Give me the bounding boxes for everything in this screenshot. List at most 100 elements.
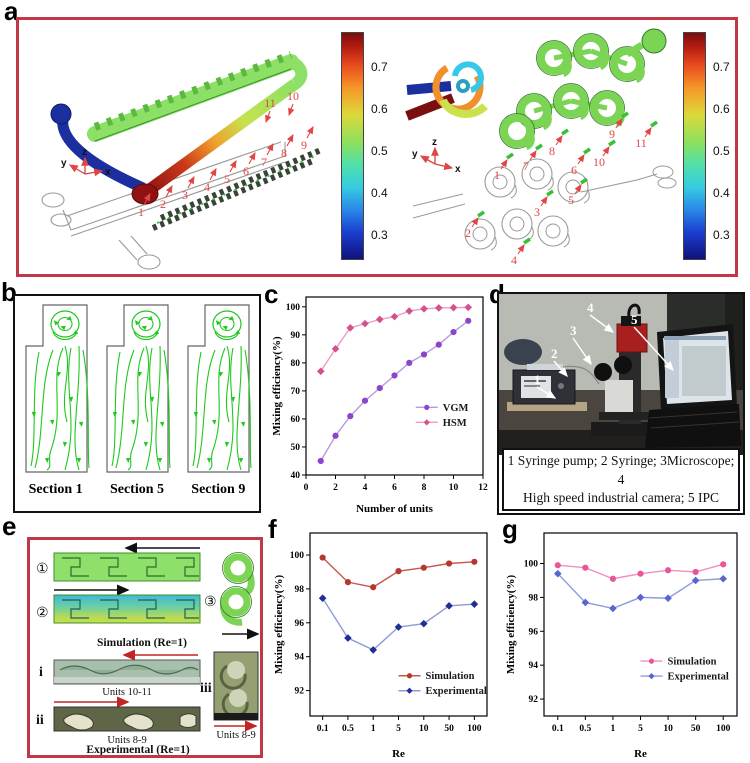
chart-svg-f: 92 94 96 98 100 0.1 0.5 1 5 10 50 100 Re Mixing effic… <box>273 532 488 760</box>
sim-strip-1 <box>53 552 201 582</box>
hsm-wire-ring <box>529 166 545 182</box>
data-point <box>719 574 728 583</box>
unit-link <box>590 48 628 67</box>
hsm-unit-ring <box>537 41 571 75</box>
x-axis-title: Number of units <box>356 503 434 515</box>
legend-label: Experimental <box>426 686 487 697</box>
cross-section-mark <box>546 189 554 197</box>
x-tick-label: 4 <box>363 483 368 493</box>
unit-pointer-arrow <box>266 143 274 156</box>
plot-frame <box>543 532 738 717</box>
unit-pointer-arrow <box>248 152 256 165</box>
cb-tick: 0.6 <box>713 102 730 116</box>
screen-image <box>682 346 726 396</box>
y-axis-title: Mixing efficiency(%) <box>271 336 283 436</box>
data-point <box>449 303 458 312</box>
photo-pointer-arrow <box>536 386 557 399</box>
y-axis-title: Mixing efficiency(%) <box>505 575 517 675</box>
hsm-wireframe-units <box>412 158 677 251</box>
data-point <box>370 584 377 591</box>
hsm-unit-outline <box>609 46 645 82</box>
vortex-arc <box>52 331 78 341</box>
data-point <box>420 351 428 358</box>
vgm-green-channel <box>87 54 299 142</box>
y-tick-label: 96 <box>295 619 305 629</box>
streamline <box>145 347 153 471</box>
data-point <box>648 673 655 680</box>
unit-number-label: 2 <box>465 226 471 240</box>
unit-number-label: 3 <box>534 205 540 219</box>
cb-tick: 0.5 <box>713 144 730 158</box>
hsm-unit-ring <box>590 91 624 125</box>
photo-pointer-arrow <box>572 337 592 366</box>
hsm-wire-ring <box>484 166 516 198</box>
photo-pointer-arrow <box>553 360 568 378</box>
y-tick-label: 96 <box>529 627 539 637</box>
hsm-green-units <box>499 28 667 151</box>
data-point <box>317 457 324 465</box>
x-tick-label: 0.1 <box>317 724 329 734</box>
chart-f: 92 94 96 98 100 0.1 0.5 1 5 10 50 100 Re Mixing effic… <box>272 521 496 763</box>
hsm-outlet-port <box>641 28 667 54</box>
data-point <box>390 312 399 321</box>
hsm-device-render: z y x 1 2 3 4 5 6 7 8 9 10 11 <box>405 28 677 267</box>
label-ii: ii <box>36 713 44 728</box>
unit-pointer-arrow <box>517 244 525 255</box>
eyepiece-left <box>594 363 612 381</box>
unit-pointer-arrow <box>187 176 195 189</box>
x-tick-label: 0.1 <box>552 724 564 734</box>
circled-1-marker: ① <box>36 560 49 576</box>
unit-pointer-arrow <box>265 110 272 124</box>
data-point <box>344 634 352 642</box>
data-point <box>553 569 562 578</box>
unit-number-label: 11 <box>264 96 276 110</box>
photo-number-label: 2 <box>551 346 558 361</box>
streamline <box>226 345 231 423</box>
streamline <box>144 345 150 423</box>
hsm-wire-ring <box>537 215 569 247</box>
unit-pointer-arrow <box>209 168 217 181</box>
x-tick-label: 5 <box>638 724 643 734</box>
camera-cap <box>621 316 641 326</box>
chart-svg-g: 92 94 96 98 100 0.1 0.5 1 5 10 50 100 Re Mixing effic… <box>505 532 738 760</box>
unit-pointer-arrow <box>529 150 537 161</box>
y-tick-label: 92 <box>529 695 539 705</box>
y-tick-label: 94 <box>295 653 305 663</box>
vortex-arc <box>214 331 240 341</box>
vgm-blue-inlet <box>57 117 146 194</box>
data-point <box>648 658 655 664</box>
unit-pointer-arrow <box>143 193 151 206</box>
streamline <box>74 345 80 471</box>
data-point <box>369 646 378 654</box>
streamline <box>163 349 171 469</box>
vortex <box>50 310 80 338</box>
data-point <box>554 562 561 569</box>
y-tick-label: 98 <box>295 585 305 595</box>
vortex-arc <box>133 331 159 341</box>
streamline <box>244 349 252 469</box>
unit-link <box>570 98 608 111</box>
screen-toolbar <box>664 336 726 340</box>
unit-pointer-arrow <box>574 184 582 195</box>
photo-blue-cloth <box>504 339 542 365</box>
panel-e-letter: e <box>2 511 17 541</box>
vgm-flow-channel <box>145 79 299 195</box>
label-i: i <box>39 665 43 680</box>
series-line-VGM <box>320 320 469 462</box>
unit-number-label: 5 <box>224 172 230 186</box>
photo-number-label: 4 <box>587 300 594 315</box>
camera-cable <box>627 303 641 317</box>
streamline <box>115 349 135 469</box>
vgm-inlet-port <box>50 103 72 125</box>
hsm-unit-outline <box>499 113 535 149</box>
photo-number-label: 1 <box>534 372 541 387</box>
x-axis-title: Re <box>392 748 405 760</box>
section-1: Section 1 <box>19 302 93 498</box>
unit-number-label: 11 <box>635 136 647 150</box>
x-tick-label: 10 <box>449 483 459 493</box>
unit-pointer-arrow <box>306 126 314 139</box>
unit-pointer-arrow <box>577 154 585 165</box>
